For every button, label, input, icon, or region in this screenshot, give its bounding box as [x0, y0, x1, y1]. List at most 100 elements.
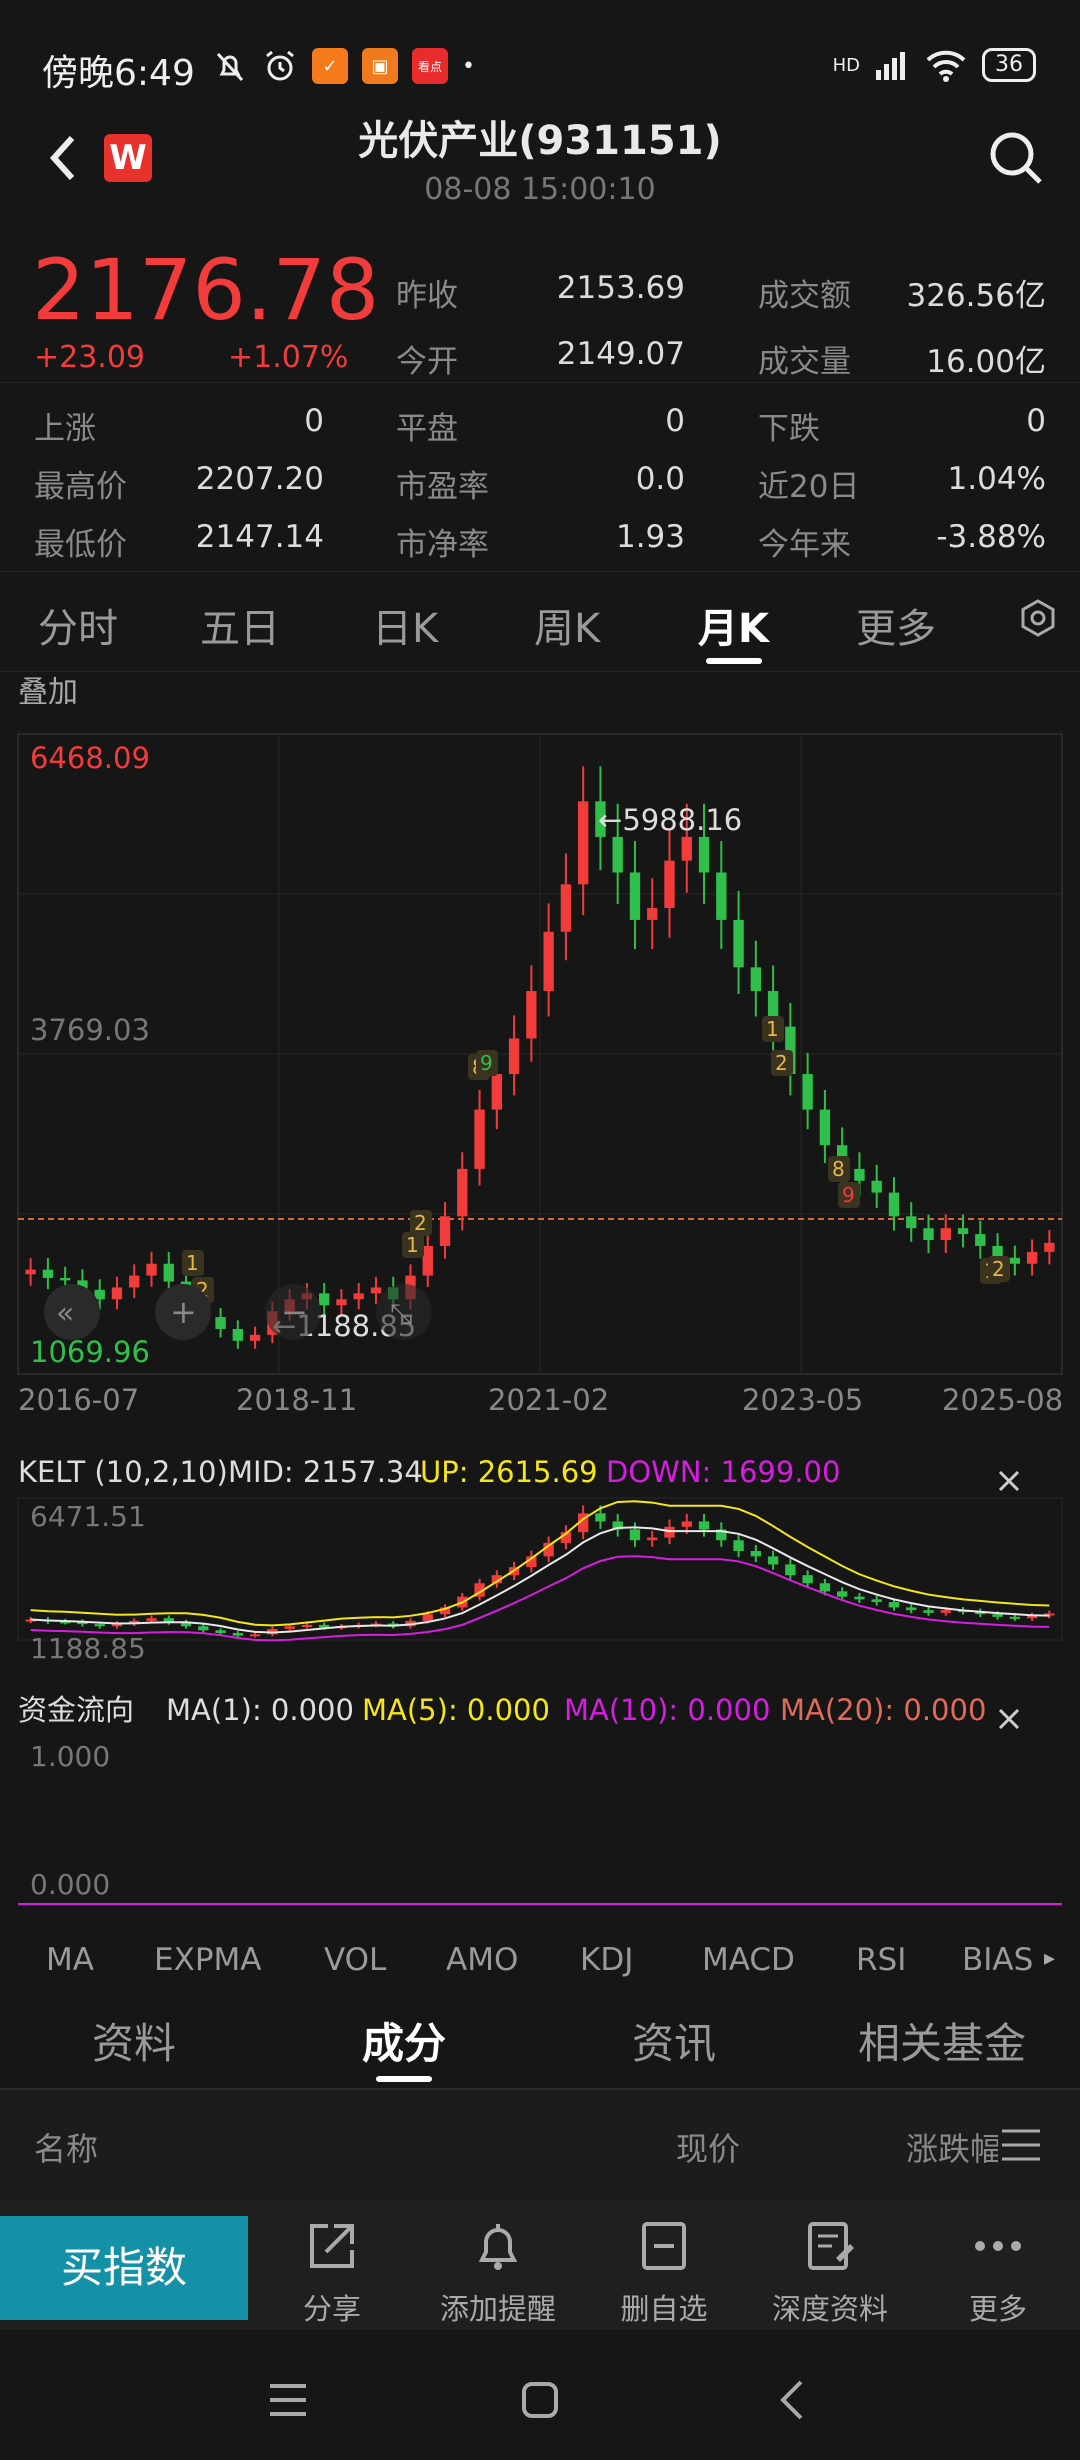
share-button[interactable]: 分享	[252, 2214, 412, 2328]
candle	[577, 801, 589, 885]
candle	[77, 1280, 88, 1290]
nav-home-button[interactable]	[510, 2370, 570, 2430]
candle	[957, 1228, 969, 1235]
tab-components[interactable]: 成分	[362, 2019, 447, 2068]
open-label: 今开	[396, 344, 458, 380]
candle	[508, 1038, 520, 1075]
signal-icon	[876, 52, 905, 80]
candle	[543, 931, 554, 992]
scroll-right-icon[interactable]: ▸	[1044, 1946, 1056, 1971]
kelt-panel-frame	[17, 1497, 1063, 1641]
indicator-expma[interactable]: EXPMA	[154, 1942, 262, 1978]
candle	[336, 1299, 347, 1306]
candle	[129, 1275, 140, 1288]
candle	[681, 1521, 692, 1527]
tab-intraday[interactable]: 分时	[38, 606, 118, 652]
candle	[819, 1583, 831, 1592]
brand-logo: W	[104, 134, 152, 182]
candle	[543, 1542, 554, 1557]
svg-text:⤡: ⤡	[390, 1297, 412, 1330]
tab-five-day[interactable]: 五日	[200, 606, 280, 652]
stat-label: 市盈率	[396, 469, 489, 505]
stat-value: -3.88%	[936, 519, 1046, 555]
candle	[1026, 1615, 1038, 1619]
candle	[992, 1245, 1003, 1258]
candle	[560, 1532, 572, 1543]
candle	[25, 1269, 36, 1275]
candle	[906, 1607, 917, 1611]
more-button[interactable]: 更多	[918, 2214, 1078, 2328]
indicator-rsi[interactable]: RSI	[856, 1942, 907, 1978]
candle	[975, 1234, 986, 1246]
chart-area[interactable]: 叠加 6468.09 3769.03 1069.96 ←5988.16 ←118…	[0, 672, 1080, 1932]
chevron-left-icon	[49, 135, 75, 181]
flow-y-top: 1.000	[30, 1740, 110, 1773]
prev-close-label: 昨收	[396, 278, 458, 314]
deep-info-label: 深度资料	[771, 2292, 888, 2326]
zoom-out-button[interactable]: −	[265, 1284, 321, 1340]
subtab-underline	[376, 2076, 432, 2082]
flow-ma5: MA(5): 0.000	[362, 1693, 550, 1727]
fullscreen-button[interactable]: ⤡	[376, 1284, 432, 1340]
close-flow-icon[interactable]	[998, 1708, 1020, 1730]
stat-label: 最低价	[34, 527, 127, 563]
indicator-ma[interactable]: MA	[46, 1942, 94, 1978]
candle	[629, 1529, 641, 1541]
remove-watchlist-button[interactable]: 删自选	[584, 2214, 744, 2328]
kline-chart[interactable]: 叠加 6468.09 3769.03 1069.96 ←5988.16 ←118…	[0, 672, 1080, 1932]
add-alert-button[interactable]: 添加提醒	[418, 2214, 578, 2328]
candle	[906, 1216, 917, 1229]
overlay-label[interactable]: 叠加	[18, 675, 78, 710]
tab-daily-k[interactable]: 日K	[372, 606, 439, 652]
tab-monthly-k[interactable]: 月K	[698, 606, 769, 652]
column-name[interactable]: 名称	[34, 2130, 99, 2168]
y-axis-bottom: 1069.96	[30, 1335, 150, 1369]
candle	[733, 919, 744, 968]
header: W 光伏产业(931151) 08-08 15:00:10	[0, 100, 1080, 220]
indicator-amo[interactable]: AMO	[446, 1942, 519, 1978]
nav-menu-button[interactable]	[258, 2370, 318, 2430]
buy-index-button[interactable]: 买指数	[0, 2216, 248, 2320]
candle	[370, 1287, 382, 1294]
svg-text:+: +	[170, 1293, 197, 1331]
candle	[854, 1168, 865, 1181]
x-axis-label: 2016-07	[18, 1383, 139, 1417]
marker: 8	[832, 1157, 845, 1181]
tab-weekly-k[interactable]: 周K	[534, 606, 601, 652]
marker: 1	[186, 1251, 199, 1275]
candle	[888, 1602, 900, 1608]
close-kelt-icon[interactable]	[998, 1470, 1020, 1492]
back-button[interactable]	[44, 130, 80, 198]
settings-icon[interactable]	[1018, 598, 1058, 638]
marker: 2	[992, 1257, 1005, 1281]
tab-news[interactable]: 资讯	[632, 2019, 717, 2068]
remove-icon	[642, 2222, 686, 2270]
candle	[698, 836, 710, 873]
column-price[interactable]: 现价	[676, 2130, 741, 2168]
stat-label: 市净率	[396, 527, 489, 563]
scroll-left-button[interactable]: «	[44, 1284, 100, 1340]
candle	[422, 1614, 433, 1621]
search-icon[interactable]	[986, 128, 1046, 188]
candle	[716, 1529, 727, 1541]
amount-value: 326.56亿	[906, 278, 1046, 314]
column-change[interactable]: 涨跌幅	[906, 2130, 998, 2168]
candle	[491, 1074, 503, 1110]
menu-icon[interactable]	[1000, 2126, 1042, 2164]
candle	[560, 884, 572, 932]
nav-back-button[interactable]	[762, 2370, 822, 2430]
candle	[819, 1109, 831, 1146]
tab-more[interactable]: 更多	[856, 606, 936, 652]
candle	[232, 1632, 244, 1636]
candle	[249, 1334, 261, 1341]
tab-profile[interactable]: 资料	[92, 2019, 177, 2068]
indicator-macd[interactable]: MACD	[702, 1942, 795, 1978]
app-bag-icon: ▣	[362, 48, 398, 84]
indicator-kdj[interactable]: KDJ	[580, 1942, 634, 1978]
stat-value: 2147.14	[195, 519, 324, 555]
tab-related-funds[interactable]: 相关基金	[858, 2019, 1027, 2068]
zoom-in-button[interactable]: +	[155, 1284, 211, 1340]
deep-info-button[interactable]: 深度资料	[750, 2214, 910, 2328]
indicator-bias[interactable]: BIAS	[962, 1942, 1034, 1978]
indicator-vol[interactable]: VOL	[324, 1942, 387, 1978]
